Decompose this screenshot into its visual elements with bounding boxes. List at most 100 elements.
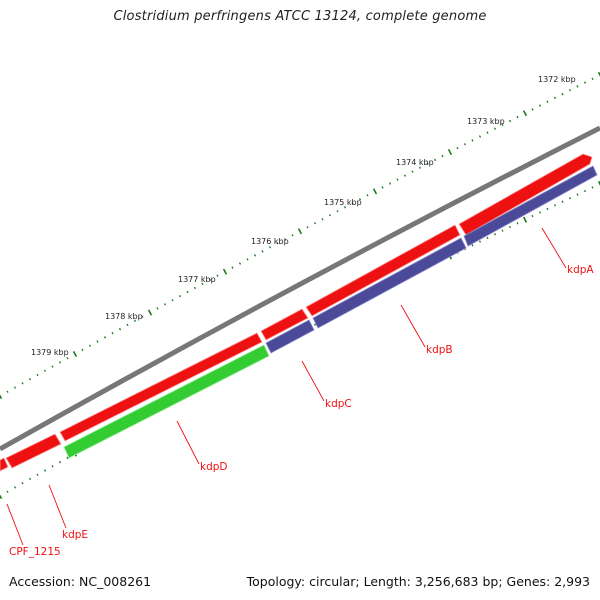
- gene-label-kdpD[interactable]: kdpD: [200, 461, 228, 473]
- minor-tick: [396, 178, 399, 181]
- minor-tick: [88, 344, 92, 347]
- minor-tick: [133, 319, 137, 323]
- leader-line-kdpB: [400, 304, 426, 348]
- minor-tick: [118, 327, 122, 331]
- minor-tick: [103, 336, 107, 339]
- minor-tick: [516, 222, 519, 225]
- gene-label-CPF_1215[interactable]: CPF_1215: [9, 546, 61, 558]
- minor-tick: [456, 146, 459, 150]
- gene-arrow-kdpE-upper[interactable]: [5, 433, 62, 469]
- minor-tick: [163, 303, 167, 306]
- gene-arrow-CPF_1215-upper[interactable]: [0, 457, 9, 472]
- gene-arrow-kdpB-upper[interactable]: [305, 224, 461, 317]
- minor-tick: [186, 290, 189, 294]
- major-tick: [72, 351, 78, 357]
- minor-tick: [403, 174, 407, 177]
- scale-label: 1375 kbp: [324, 198, 362, 207]
- gene-arrow-kdpB[interactable]: [312, 237, 467, 329]
- major-tick: [297, 228, 303, 235]
- scale-label: 1377 kbp: [178, 275, 216, 284]
- minor-tick: [493, 127, 497, 130]
- minor-tick: [501, 123, 504, 127]
- minor-tick: [328, 214, 332, 217]
- inner-tick-marks: [0, 180, 600, 499]
- gene-arrow-kdpC-upper[interactable]: [260, 308, 309, 341]
- gene-arrow-kdpC[interactable]: [265, 319, 315, 354]
- minor-tick: [321, 218, 324, 221]
- minor-tick: [193, 286, 197, 290]
- minor-tick: [343, 206, 347, 209]
- minor-tick: [351, 202, 354, 205]
- minor-tick: [6, 390, 9, 393]
- minor-tick: [531, 214, 534, 218]
- gene-arrow-kdpA[interactable]: [463, 165, 598, 247]
- leader-line-kdpE: [48, 484, 67, 529]
- minor-tick: [21, 481, 24, 485]
- minor-tick: [546, 100, 549, 103]
- minor-tick: [13, 486, 17, 489]
- genome-backbone: [0, 125, 600, 452]
- minor-tick: [441, 154, 444, 158]
- minor-tick: [546, 207, 549, 211]
- minor-tick: [471, 244, 474, 247]
- minor-tick: [336, 210, 339, 213]
- minor-tick: [591, 77, 594, 81]
- minor-tick: [306, 226, 309, 229]
- scale-label: 1378 kbp: [105, 312, 143, 321]
- minor-tick: [568, 89, 572, 92]
- minor-tick: [584, 189, 586, 193]
- minor-tick: [366, 194, 369, 197]
- minor-tick: [486, 236, 489, 240]
- minor-tick: [381, 186, 384, 189]
- minor-tick: [358, 198, 362, 201]
- gene-label-kdpC[interactable]: kdpC: [325, 398, 352, 410]
- minor-tick: [501, 229, 504, 232]
- minor-tick: [576, 193, 579, 196]
- minor-tick: [516, 115, 519, 119]
- minor-tick: [141, 315, 144, 318]
- scale-label: 1373 kbp: [467, 117, 505, 126]
- minor-tick: [96, 340, 99, 343]
- minor-tick: [51, 465, 54, 468]
- leader-line-CPF_1215: [6, 503, 24, 546]
- minor-tick: [201, 282, 204, 286]
- gene-label-kdpA[interactable]: kdpA: [567, 264, 594, 276]
- gene-arrow-kdpD[interactable]: [63, 344, 270, 459]
- minor-tick: [313, 323, 317, 326]
- minor-tick: [576, 85, 579, 88]
- minor-tick: [51, 365, 54, 368]
- major-tick: [522, 216, 528, 223]
- minor-tick: [539, 211, 541, 214]
- minor-tick: [494, 233, 496, 236]
- minor-tick: [253, 254, 257, 257]
- map-title: Clostridium perfringens ATCC 13124, comp…: [113, 9, 487, 24]
- major-tick: [147, 309, 153, 316]
- gene-label-kdpB[interactable]: kdpB: [426, 344, 453, 356]
- gene-labels: kdpA kdpB kdpC kdpD kdpE CPF_1215: [9, 264, 594, 558]
- scale-label: 1379 kbp: [31, 348, 69, 357]
- minor-tick: [13, 386, 17, 389]
- minor-tick: [291, 234, 294, 237]
- minor-tick: [28, 377, 32, 381]
- minor-tick: [238, 262, 242, 265]
- minor-tick: [426, 162, 429, 166]
- minor-tick: [43, 369, 47, 372]
- major-tick: [372, 188, 378, 195]
- minor-tick: [261, 250, 264, 253]
- minor-tick: [246, 258, 249, 261]
- gene-label-kdpE[interactable]: kdpE: [62, 529, 88, 541]
- minor-tick: [283, 238, 287, 241]
- minor-tick: [126, 323, 129, 327]
- minor-tick: [538, 104, 542, 107]
- minor-tick: [583, 81, 587, 84]
- reverse-strand-genes: [63, 165, 598, 459]
- gene-arrow-kdpD-upper[interactable]: [59, 332, 263, 442]
- minor-tick: [463, 143, 467, 146]
- minor-tick: [313, 222, 317, 225]
- minor-tick: [418, 166, 422, 169]
- gene-arrow-kdpA-upper[interactable]: [458, 153, 593, 236]
- minor-tick: [66, 456, 69, 460]
- outer-tick-marks: [0, 71, 600, 399]
- scale-label: 1372 kbp: [538, 75, 576, 84]
